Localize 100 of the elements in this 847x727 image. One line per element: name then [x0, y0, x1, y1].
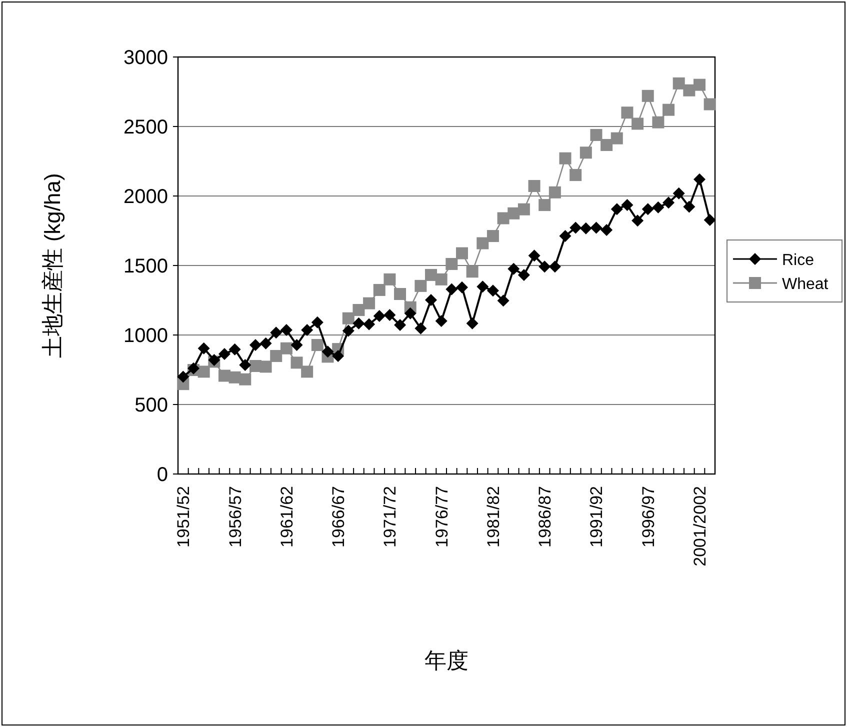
point	[311, 339, 324, 352]
point	[239, 373, 252, 386]
point	[270, 326, 282, 339]
point	[476, 280, 489, 293]
x-tick-label: 1951/52	[174, 486, 194, 548]
point	[301, 324, 314, 336]
point	[559, 230, 572, 242]
point	[384, 308, 396, 321]
x-tick-label: 2001/2002	[690, 486, 710, 566]
y-tick-label: 0	[156, 464, 168, 486]
point	[301, 366, 314, 378]
point	[446, 283, 458, 296]
point	[446, 258, 458, 270]
point	[652, 116, 664, 128]
point	[632, 214, 644, 227]
point	[198, 366, 210, 378]
point	[548, 186, 561, 198]
point	[363, 318, 376, 330]
point	[466, 266, 478, 278]
point	[352, 317, 365, 330]
x-tick-label: 1976/77	[432, 486, 452, 548]
point	[280, 342, 292, 354]
point	[260, 337, 272, 350]
point	[373, 284, 386, 296]
x-tick-label: 1961/62	[277, 486, 296, 548]
point	[414, 280, 427, 292]
point	[435, 314, 448, 327]
point	[322, 346, 334, 358]
point	[600, 224, 613, 236]
point	[466, 317, 478, 330]
point	[580, 146, 592, 159]
point	[704, 214, 716, 226]
point	[642, 203, 654, 216]
point	[342, 312, 354, 324]
point	[559, 152, 572, 164]
point	[218, 348, 230, 360]
point	[260, 360, 272, 373]
point	[363, 297, 376, 310]
point	[518, 268, 530, 281]
point	[394, 288, 406, 300]
point	[342, 324, 354, 337]
point	[652, 201, 664, 214]
y-tick-label: 1500	[124, 256, 168, 278]
legend-label: Wheat	[782, 276, 829, 293]
point	[435, 273, 448, 286]
point	[239, 359, 252, 372]
point	[590, 128, 602, 141]
point	[662, 104, 675, 116]
point	[425, 294, 438, 306]
point	[311, 316, 324, 328]
point	[548, 260, 561, 273]
point	[497, 294, 510, 307]
y-tick-label: 1000	[124, 325, 168, 347]
x-axis-title: 年度	[424, 648, 468, 673]
point	[570, 222, 582, 234]
point	[610, 132, 623, 144]
y-tick-label: 2000	[124, 186, 168, 208]
point	[352, 304, 365, 316]
point	[672, 77, 685, 90]
point	[528, 250, 540, 262]
point	[642, 90, 654, 102]
point	[270, 350, 282, 362]
point	[672, 187, 685, 200]
x-tick-label: 1991/92	[587, 486, 606, 548]
y-tick-label: 500	[134, 394, 168, 416]
point	[198, 342, 210, 354]
point	[528, 180, 540, 192]
point	[404, 307, 416, 320]
x-tick-label: 1956/57	[226, 486, 245, 548]
point	[621, 199, 634, 212]
point	[414, 322, 427, 334]
point	[228, 343, 241, 356]
point	[384, 273, 396, 286]
point	[662, 196, 675, 209]
x-tick-label: 1996/97	[638, 486, 658, 548]
point	[610, 203, 623, 216]
point	[486, 284, 499, 297]
point	[538, 260, 551, 273]
point	[456, 247, 468, 260]
point	[290, 339, 303, 352]
point	[538, 199, 551, 212]
point	[280, 324, 292, 336]
point	[621, 106, 634, 119]
x-tick-label: 1966/67	[329, 486, 348, 548]
x-tick-label: 1971/72	[380, 486, 400, 548]
point	[694, 173, 706, 186]
y-tick-label: 3000	[124, 47, 168, 69]
point	[570, 169, 582, 182]
y-axis-title: 土地生産性 (kg/ha)	[40, 173, 65, 358]
point	[476, 237, 489, 250]
legend-label: Rice	[782, 252, 814, 269]
y-tick-label: 2500	[124, 116, 168, 138]
point	[486, 230, 499, 242]
point	[590, 222, 602, 234]
point	[290, 356, 303, 369]
x-tick-label: 1981/82	[484, 486, 503, 548]
point	[425, 268, 438, 281]
point	[518, 203, 530, 216]
point	[580, 222, 592, 234]
point	[394, 318, 406, 331]
